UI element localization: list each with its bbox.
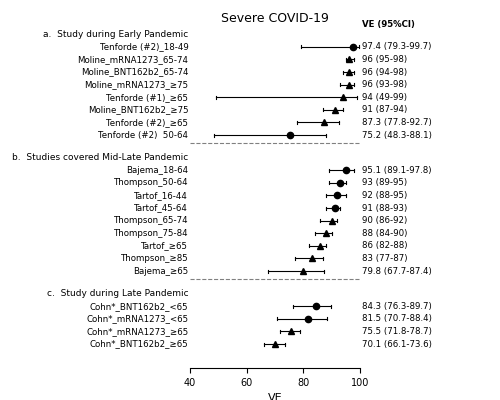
Text: Cohn*_mRNA1273_≥65: Cohn*_mRNA1273_≥65 bbox=[86, 327, 188, 336]
Text: 87.3 (77.8-92.7): 87.3 (77.8-92.7) bbox=[362, 118, 432, 127]
Text: Tenforde (#2)_≥65: Tenforde (#2)_≥65 bbox=[106, 118, 188, 127]
Text: b.  Studies covered Mid-Late Pandemic: b. Studies covered Mid-Late Pandemic bbox=[12, 153, 188, 162]
Text: Thompson_≥85: Thompson_≥85 bbox=[120, 254, 188, 263]
Text: Cohn*_BNT162b2_≥65: Cohn*_BNT162b2_≥65 bbox=[90, 340, 188, 348]
Text: 83 (77-87): 83 (77-87) bbox=[362, 254, 407, 263]
Text: 93 (89-95): 93 (89-95) bbox=[362, 178, 407, 187]
Text: 96 (93-98): 96 (93-98) bbox=[362, 80, 407, 89]
Text: Thompson_50-64: Thompson_50-64 bbox=[114, 178, 188, 187]
Text: 95.1 (89.1-97.8): 95.1 (89.1-97.8) bbox=[362, 166, 431, 175]
Text: 94 (49-99): 94 (49-99) bbox=[362, 93, 406, 102]
Text: Bajema_18-64: Bajema_18-64 bbox=[126, 166, 188, 175]
Text: 97.4 (79.3-99.7): 97.4 (79.3-99.7) bbox=[362, 42, 431, 51]
Text: 91 (87-94): 91 (87-94) bbox=[362, 105, 407, 114]
Text: c.  Study during Late Pandemic: c. Study during Late Pandemic bbox=[46, 289, 189, 298]
Text: Bajema_≥65: Bajema_≥65 bbox=[133, 266, 188, 276]
Text: Tenforde (#1)_≥65: Tenforde (#1)_≥65 bbox=[106, 93, 188, 102]
Text: Tartof_45-64: Tartof_45-64 bbox=[134, 204, 188, 212]
Text: 92 (88-95): 92 (88-95) bbox=[362, 191, 407, 200]
Text: 86 (82-88): 86 (82-88) bbox=[362, 241, 407, 250]
Text: Moline_BNT162b2_≥75: Moline_BNT162b2_≥75 bbox=[88, 105, 188, 114]
Text: Thompson_75-84: Thompson_75-84 bbox=[114, 229, 188, 238]
Text: 70.1 (66.1-73.6): 70.1 (66.1-73.6) bbox=[362, 340, 432, 348]
Text: 90 (86-92): 90 (86-92) bbox=[362, 216, 407, 225]
Title: Severe COVID-19: Severe COVID-19 bbox=[221, 12, 329, 26]
Text: 79.8 (67.7-87.4): 79.8 (67.7-87.4) bbox=[362, 266, 432, 276]
X-axis label: VE: VE bbox=[268, 393, 282, 400]
Text: 84.3 (76.3-89.7): 84.3 (76.3-89.7) bbox=[362, 302, 432, 311]
Text: Tenforde (#2)  50-64: Tenforde (#2) 50-64 bbox=[98, 130, 188, 140]
Text: Cohn*_BNT162b2_<65: Cohn*_BNT162b2_<65 bbox=[90, 302, 188, 311]
Text: Tenforde (#2)_18-49: Tenforde (#2)_18-49 bbox=[100, 42, 188, 51]
Text: Moline_BNT162b2_65-74: Moline_BNT162b2_65-74 bbox=[81, 68, 188, 76]
Text: 75.5 (71.8-78.7): 75.5 (71.8-78.7) bbox=[362, 327, 432, 336]
Text: Cohn*_mRNA1273_<65: Cohn*_mRNA1273_<65 bbox=[86, 314, 188, 323]
Text: 96 (94-98): 96 (94-98) bbox=[362, 68, 407, 76]
Text: 88 (84-90): 88 (84-90) bbox=[362, 229, 407, 238]
Text: 96 (95-98): 96 (95-98) bbox=[362, 55, 407, 64]
Text: 75.2 (48.3-88.1): 75.2 (48.3-88.1) bbox=[362, 130, 432, 140]
Text: Tartof_16-44: Tartof_16-44 bbox=[134, 191, 188, 200]
Text: Thompson_65-74: Thompson_65-74 bbox=[114, 216, 188, 225]
Text: 91 (88-93): 91 (88-93) bbox=[362, 204, 407, 212]
Text: Tartof_≥65: Tartof_≥65 bbox=[142, 241, 188, 250]
Text: 81.5 (70.7-88.4): 81.5 (70.7-88.4) bbox=[362, 314, 432, 323]
Text: a.  Study during Early Pandemic: a. Study during Early Pandemic bbox=[43, 30, 189, 39]
Text: Moline_mRNA1273_65-74: Moline_mRNA1273_65-74 bbox=[78, 55, 188, 64]
Text: Moline_mRNA1273_≥75: Moline_mRNA1273_≥75 bbox=[84, 80, 188, 89]
Text: VE (95%CI): VE (95%CI) bbox=[362, 20, 414, 29]
